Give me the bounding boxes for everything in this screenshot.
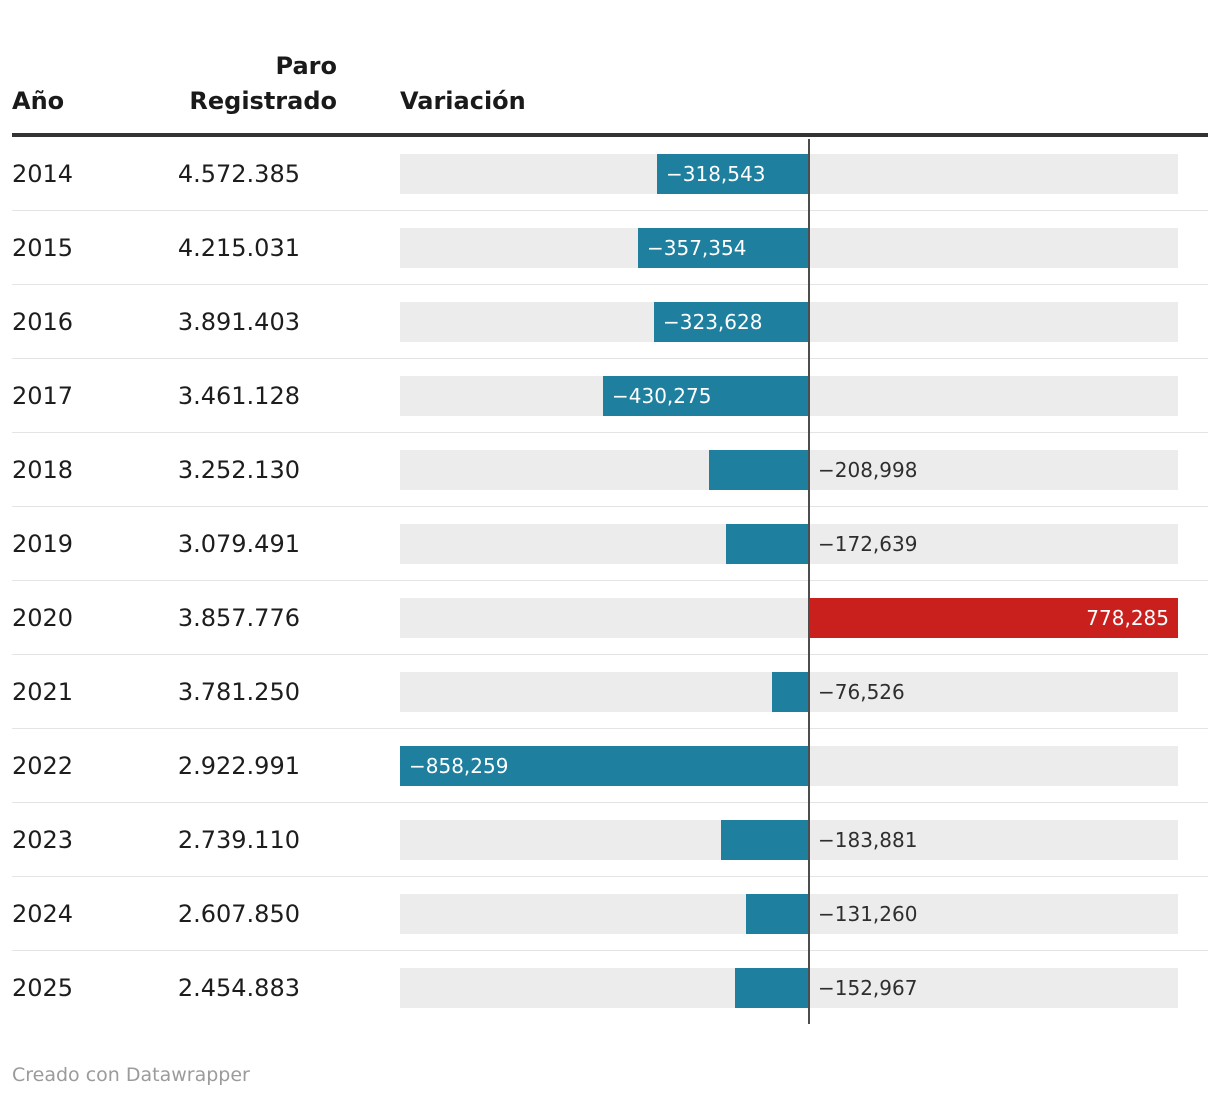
table-row: 2019 3.079.491 −172,639 bbox=[12, 507, 1208, 581]
paro-registrado-value: 4.572.385 bbox=[177, 159, 300, 188]
variation-bar-cell: −172,639 bbox=[400, 523, 1208, 564]
table-row: 2015 4.215.031 −357,354 bbox=[12, 211, 1208, 285]
bar-track: −183,881 bbox=[400, 819, 1178, 860]
table-row: 2021 3.781.250 −76,526 bbox=[12, 655, 1208, 729]
variation-bar-negative bbox=[709, 449, 808, 490]
variation-label: −858,259 bbox=[409, 753, 509, 778]
bar-track: −357,354 bbox=[400, 227, 1178, 268]
table-row: 2025 2.454.883 −152,967 bbox=[12, 951, 1208, 1025]
year-value: 2015 bbox=[12, 233, 74, 262]
variation-bar-negative: −430,275 bbox=[603, 375, 808, 416]
variation-bar-cell: −208,998 bbox=[400, 449, 1208, 490]
bar-track: −172,639 bbox=[400, 523, 1178, 564]
variation-bar-negative bbox=[735, 968, 808, 1008]
variation-bar-cell: −183,881 bbox=[400, 819, 1208, 860]
paro-registrado-value: 3.252.130 bbox=[177, 455, 300, 484]
paro-registrado-value: 2.607.850 bbox=[177, 899, 300, 928]
variation-bar-negative bbox=[721, 819, 808, 860]
variation-bar-negative: −357,354 bbox=[638, 227, 808, 268]
variation-bar-cell: −357,354 bbox=[400, 227, 1208, 268]
variation-bar-negative: −323,628 bbox=[654, 301, 808, 342]
table-row: 2023 2.739.110 −183,881 bbox=[12, 803, 1208, 877]
year-value: 2024 bbox=[12, 899, 74, 928]
variation-bar-cell: 778,285 bbox=[400, 597, 1208, 638]
paro-registrado-value: 2.922.991 bbox=[177, 751, 300, 780]
table-row: 2018 3.252.130 −208,998 bbox=[12, 433, 1208, 507]
year-value: 2019 bbox=[12, 529, 74, 558]
variation-bar-cell: −318,543 bbox=[400, 153, 1208, 194]
column-header-paro-registrado: Paro Registrado bbox=[189, 52, 337, 115]
bar-track: −323,628 bbox=[400, 301, 1178, 342]
year-value: 2025 bbox=[12, 974, 74, 1002]
variation-label: −323,628 bbox=[663, 309, 763, 334]
variation-bar-cell: −430,275 bbox=[400, 375, 1208, 416]
paro-registrado-value: 3.857.776 bbox=[177, 603, 300, 632]
variation-bar-positive: 778,285 bbox=[810, 597, 1178, 638]
table-header: Año Paro Registrado Variación bbox=[12, 0, 1208, 137]
paro-registrado-value: 3.079.491 bbox=[177, 529, 300, 558]
zero-baseline bbox=[808, 139, 810, 1024]
bar-track: −430,275 bbox=[400, 375, 1178, 416]
variation-label: −131,260 bbox=[818, 901, 918, 926]
bar-track: −208,998 bbox=[400, 449, 1178, 490]
year-value: 2020 bbox=[12, 603, 74, 632]
year-value: 2022 bbox=[12, 751, 74, 780]
bar-track: −152,967 bbox=[400, 968, 1178, 1008]
column-header-year: Año bbox=[12, 87, 65, 115]
year-value: 2023 bbox=[12, 825, 74, 854]
table-row: 2017 3.461.128 −430,275 bbox=[12, 359, 1208, 433]
variation-label: 778,285 bbox=[1086, 605, 1169, 630]
year-value: 2014 bbox=[12, 159, 74, 188]
bar-track: −76,526 bbox=[400, 671, 1178, 712]
variation-label: −76,526 bbox=[818, 679, 905, 704]
variation-bar-cell: −152,967 bbox=[400, 968, 1208, 1008]
variation-bar-negative bbox=[726, 523, 808, 564]
variation-bar-cell: −76,526 bbox=[400, 671, 1208, 712]
bar-track: −858,259 bbox=[400, 745, 1178, 786]
paro-registrado-value: 3.461.128 bbox=[177, 381, 300, 410]
paro-registrado-value: 2.739.110 bbox=[177, 825, 300, 854]
variation-bar-negative: −858,259 bbox=[400, 745, 808, 786]
year-value: 2016 bbox=[12, 307, 74, 336]
variation-label: −208,998 bbox=[818, 457, 918, 482]
variation-label: −430,275 bbox=[612, 383, 712, 408]
table-row: 2022 2.922.991 −858,259 bbox=[12, 729, 1208, 803]
table-row: 2024 2.607.850 −131,260 bbox=[12, 877, 1208, 951]
variation-bar-negative bbox=[746, 893, 808, 934]
bar-track: −131,260 bbox=[400, 893, 1178, 934]
variation-label: −318,543 bbox=[666, 161, 766, 186]
variation-label: −172,639 bbox=[818, 531, 918, 556]
year-value: 2018 bbox=[12, 455, 74, 484]
variation-bar-cell: −131,260 bbox=[400, 893, 1208, 934]
paro-registrado-value: 2.454.883 bbox=[177, 974, 300, 1002]
paro-registrado-value: 3.891.403 bbox=[177, 307, 300, 336]
bar-track: −318,543 bbox=[400, 153, 1178, 194]
table-row: 2014 4.572.385 −318,543 bbox=[12, 137, 1208, 211]
variation-bar-negative: −318,543 bbox=[657, 153, 808, 194]
year-value: 2017 bbox=[12, 381, 74, 410]
paro-registrado-value: 4.215.031 bbox=[177, 233, 300, 262]
datawrapper-credit-link[interactable]: Creado con Datawrapper bbox=[12, 1064, 250, 1086]
variation-bar-cell: −858,259 bbox=[400, 745, 1208, 786]
table-body: 2014 4.572.385 −318,543 2015 4.215.031 −357,3… bbox=[12, 137, 1208, 1025]
paro-registrado-value: 3.781.250 bbox=[177, 677, 300, 706]
variation-label: −152,967 bbox=[818, 976, 918, 1000]
variation-bar-cell: −323,628 bbox=[400, 301, 1208, 342]
column-header-variacion: Variación bbox=[400, 87, 526, 115]
year-value: 2021 bbox=[12, 677, 74, 706]
table-row: 2020 3.857.776 778,285 bbox=[12, 581, 1208, 655]
bar-track: 778,285 bbox=[400, 597, 1178, 638]
variation-bar-negative bbox=[772, 671, 808, 712]
table-row: 2016 3.891.403 −323,628 bbox=[12, 285, 1208, 359]
variation-label: −183,881 bbox=[818, 827, 918, 852]
variation-label: −357,354 bbox=[647, 235, 747, 260]
